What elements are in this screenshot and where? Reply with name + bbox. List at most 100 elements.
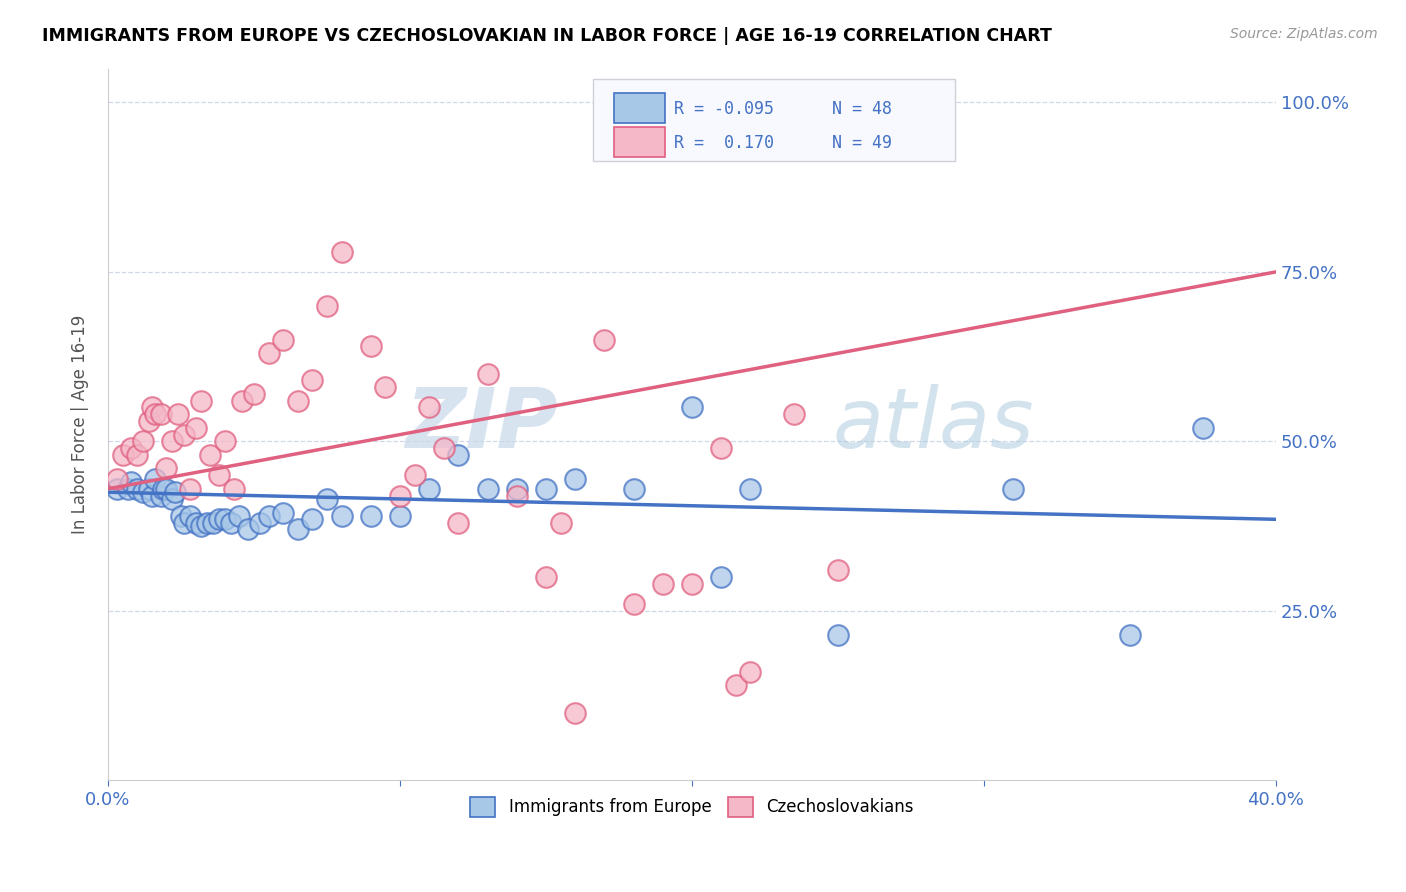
Point	[138, 482, 160, 496]
Point	[184, 421, 207, 435]
Point	[173, 516, 195, 530]
Point	[105, 472, 128, 486]
Text: R = -0.095: R = -0.095	[675, 100, 775, 118]
Point	[257, 346, 280, 360]
Point	[827, 627, 849, 641]
Point	[249, 516, 271, 530]
Point	[257, 508, 280, 523]
Point	[710, 441, 733, 455]
Point	[681, 576, 703, 591]
Point	[724, 678, 747, 692]
Point	[149, 407, 172, 421]
Point	[231, 393, 253, 408]
Point	[710, 570, 733, 584]
Point	[1002, 482, 1025, 496]
Point	[388, 489, 411, 503]
Point	[198, 448, 221, 462]
Point	[651, 576, 673, 591]
Point	[418, 401, 440, 415]
Text: N = 49: N = 49	[832, 134, 893, 152]
Point	[388, 508, 411, 523]
Point	[550, 516, 572, 530]
Point	[330, 508, 353, 523]
Point	[287, 523, 309, 537]
Y-axis label: In Labor Force | Age 16-19: In Labor Force | Age 16-19	[72, 315, 89, 534]
Point	[195, 516, 218, 530]
Point	[593, 333, 616, 347]
Point	[236, 523, 259, 537]
Point	[219, 516, 242, 530]
Text: R =  0.170: R = 0.170	[675, 134, 775, 152]
Text: ZIP: ZIP	[405, 384, 558, 465]
Point	[534, 570, 557, 584]
Point	[127, 448, 149, 462]
Legend: Immigrants from Europe, Czechoslovakians: Immigrants from Europe, Czechoslovakians	[461, 789, 922, 825]
Point	[243, 387, 266, 401]
Point	[506, 482, 529, 496]
Point	[360, 508, 382, 523]
Point	[179, 508, 201, 523]
Point	[127, 482, 149, 496]
Point	[155, 482, 177, 496]
Point	[301, 512, 323, 526]
Point	[167, 407, 190, 421]
Point	[202, 516, 225, 530]
Point	[160, 491, 183, 506]
Point	[155, 461, 177, 475]
Point	[783, 407, 806, 421]
Point	[271, 333, 294, 347]
Point	[374, 380, 396, 394]
Point	[740, 665, 762, 679]
Point	[138, 414, 160, 428]
Point	[623, 597, 645, 611]
Point	[132, 485, 155, 500]
Point	[316, 491, 339, 506]
Point	[506, 489, 529, 503]
Point	[477, 482, 499, 496]
Point	[170, 508, 193, 523]
Point	[330, 244, 353, 259]
Point	[222, 482, 245, 496]
Point	[141, 401, 163, 415]
Point	[152, 482, 174, 496]
Point	[447, 448, 470, 462]
Point	[287, 393, 309, 408]
Point	[208, 468, 231, 483]
Point	[404, 468, 426, 483]
Point	[433, 441, 456, 455]
Point	[190, 519, 212, 533]
Point	[105, 482, 128, 496]
Point	[827, 563, 849, 577]
Point	[117, 482, 139, 496]
Text: Source: ZipAtlas.com: Source: ZipAtlas.com	[1230, 27, 1378, 41]
Point	[120, 441, 142, 455]
Point	[208, 512, 231, 526]
Point	[316, 299, 339, 313]
Point	[477, 367, 499, 381]
Point	[141, 489, 163, 503]
Point	[190, 393, 212, 408]
Point	[534, 482, 557, 496]
Point	[1119, 627, 1142, 641]
FancyBboxPatch shape	[593, 79, 955, 161]
Point	[1192, 421, 1215, 435]
Point	[447, 516, 470, 530]
Point	[623, 482, 645, 496]
Point	[681, 401, 703, 415]
Point	[143, 472, 166, 486]
Point	[179, 482, 201, 496]
FancyBboxPatch shape	[614, 127, 665, 157]
Point	[564, 472, 586, 486]
FancyBboxPatch shape	[614, 94, 665, 123]
Point	[173, 427, 195, 442]
Point	[160, 434, 183, 449]
Point	[214, 434, 236, 449]
Text: IMMIGRANTS FROM EUROPE VS CZECHOSLOVAKIAN IN LABOR FORCE | AGE 16-19 CORRELATION: IMMIGRANTS FROM EUROPE VS CZECHOSLOVAKIA…	[42, 27, 1052, 45]
Point	[271, 506, 294, 520]
Point	[143, 407, 166, 421]
Point	[214, 512, 236, 526]
Point	[301, 373, 323, 387]
Point	[165, 485, 187, 500]
Text: N = 48: N = 48	[832, 100, 893, 118]
Point	[132, 434, 155, 449]
